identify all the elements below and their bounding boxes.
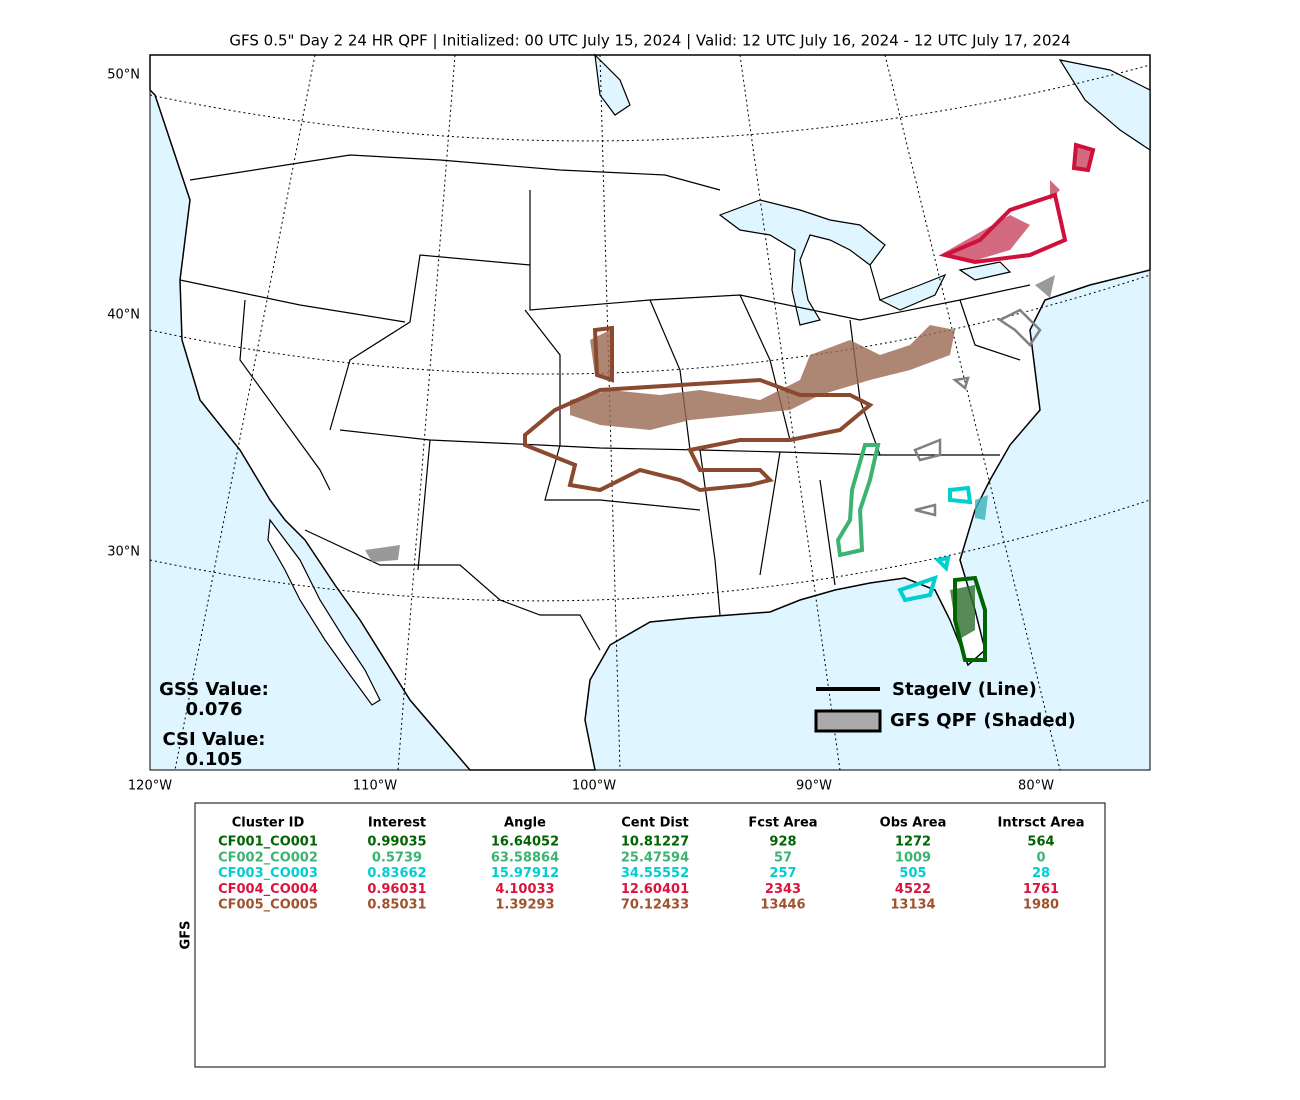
table-cell: CF001_CO001 [218,835,318,850]
table-cell: 928 [769,835,796,850]
table-cell: 16.64052 [491,835,559,850]
table-cell: 1009 [895,850,931,865]
table-frame [194,802,1106,1068]
column-header: Cluster ID [232,816,305,831]
table-cell: 4522 [895,882,931,897]
lon-labels: 120°W 110°W 100°W 90°W 80°W [128,779,1054,794]
lon-label: 90°W [796,779,832,794]
column-header: Intrsct Area [998,816,1085,831]
lat-label: 50°N [107,68,140,83]
column-header: Interest [368,816,426,831]
table-cell: 1980 [1023,898,1059,913]
observed-outlines [523,142,1096,662]
table-cell: 13134 [890,898,935,913]
stat-label: CSI Value: [163,729,266,750]
table-cell: 564 [1027,835,1054,850]
stats-table: GFS Cluster ID Interest Angle Cent Dist Fcst… [179,802,1106,1068]
table-cell: 0 [1036,850,1045,865]
lat-label: 40°N [107,308,140,323]
legend-shade-swatch [814,709,882,733]
baja [267,518,381,706]
table-body: Cluster ID Interest Angle Cent Dist Fcst Are… [218,816,1084,913]
table-cell: 12.60401 [621,882,689,897]
column-header: Fcst Area [748,816,817,831]
table-side-label: GFS [179,921,194,950]
table-cell: 28 [1032,866,1050,881]
lat-labels: 50°N 40°N 30°N [107,68,140,560]
legend-label: GFS QPF (Shaded) [890,710,1076,731]
stats: GSS Value:0.076 CSI Value:0.105 [159,679,269,770]
lat-label: 30°N [107,545,140,560]
map-title: GFS 0.5" Day 2 24 HR QPF | Initialized: … [229,32,1070,50]
stat-value: 0.076 [186,699,243,720]
stat-label: GSS Value: [159,679,269,700]
column-header: Obs Area [880,816,947,831]
table-cell: CF004_CO004 [218,882,318,897]
table-cell: 1761 [1023,882,1059,897]
table-cell: CF005_CO005 [218,898,318,913]
table-cell: 257 [769,866,796,881]
table-cell: 57 [774,850,792,865]
table-cell: 13446 [760,898,805,913]
table-cell: 0.5739 [372,850,422,865]
stat-value: 0.105 [186,749,243,770]
table-cell: CF002_CO002 [218,850,318,865]
table-cell: 63.58864 [491,850,559,865]
lon-label: 80°W [1018,779,1054,794]
table-cell: 1.39293 [495,898,554,913]
column-header: Angle [504,816,546,831]
table-cell: 34.55552 [621,866,689,881]
table-cell: CF003_CO003 [218,866,318,881]
column-header: Cent Dist [621,816,689,831]
table-cell: 25.47594 [621,850,689,865]
great-lakes [718,199,1012,326]
map: 50°N 40°N 30°N 120°W 110°W 100°W 90°W 80°W GSS… [107,53,1151,794]
table-cell: 0.96031 [367,882,426,897]
table-cell: 0.83662 [367,866,426,881]
table-cell: 0.99035 [367,835,426,850]
table-cell: 15.97912 [491,866,559,881]
table-cell: 10.81227 [621,835,689,850]
lon-label: 100°W [572,779,616,794]
legend-label: StageIV (Line) [892,679,1037,700]
lon-label: 120°W [128,779,172,794]
lon-label: 110°W [353,779,397,794]
table-cell: 4.10033 [495,882,554,897]
table-cell: 70.12433 [621,898,689,913]
table-cell: 0.85031 [367,898,426,913]
table-cell: 505 [899,866,926,881]
table-cell: 2343 [765,882,801,897]
table-cell: 1272 [895,835,931,850]
map-frame [149,54,1151,771]
